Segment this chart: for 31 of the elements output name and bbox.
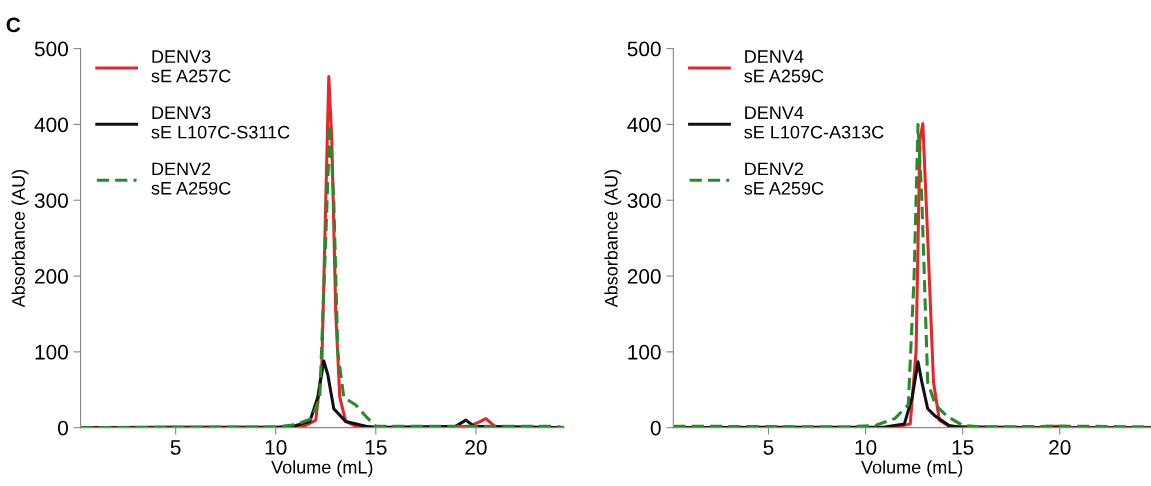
y-tick-label: 100 (35, 344, 68, 360)
x-tick-label: 10 (265, 440, 287, 455)
x-tick-label: 15 (365, 440, 387, 455)
x-tick-label: 15 (952, 440, 974, 455)
x-tick-label: 10 (855, 440, 877, 455)
x-axis-title: Volume (mL) (861, 460, 963, 478)
y-tick-label: 200 (35, 269, 68, 284)
legend-label: DENV4 sE A259C (744, 50, 824, 83)
legend-label: DENV2 sE A259C (744, 162, 824, 195)
y-tick-label: 400 (627, 117, 661, 133)
legend-label: DENV4 sE L107C-A313C (744, 106, 884, 139)
y-axis-title: Absorbance (AU) (604, 170, 622, 308)
y-tick-label: 500 (34, 41, 68, 57)
x-tick-label: 5 (170, 440, 181, 455)
y-tick-label: 300 (34, 193, 68, 208)
y-tick-label: 400 (34, 117, 68, 133)
y-tick-label: 200 (627, 269, 661, 284)
y-tick-label: 0 (650, 420, 661, 436)
x-axis-title: Volume (mL) (271, 460, 373, 478)
text: C (6, 17, 21, 33)
legend-label: DENV3 sE L107C-S311C (151, 106, 290, 139)
legend-label: DENV3 sE A257C (151, 50, 231, 83)
y-axis-title: Absorbance (AU) (11, 170, 29, 308)
y-tick-label: 500 (627, 41, 661, 57)
y-tick-label: 100 (628, 344, 661, 360)
y-tick-label: 0 (57, 420, 68, 436)
x-tick-label: 5 (763, 440, 774, 455)
legend-label: DENV2 sE A259C (151, 162, 231, 195)
y-tick-label: 300 (627, 193, 661, 208)
x-tick-label: 20 (465, 440, 487, 455)
x-tick-label: 20 (1049, 440, 1071, 455)
